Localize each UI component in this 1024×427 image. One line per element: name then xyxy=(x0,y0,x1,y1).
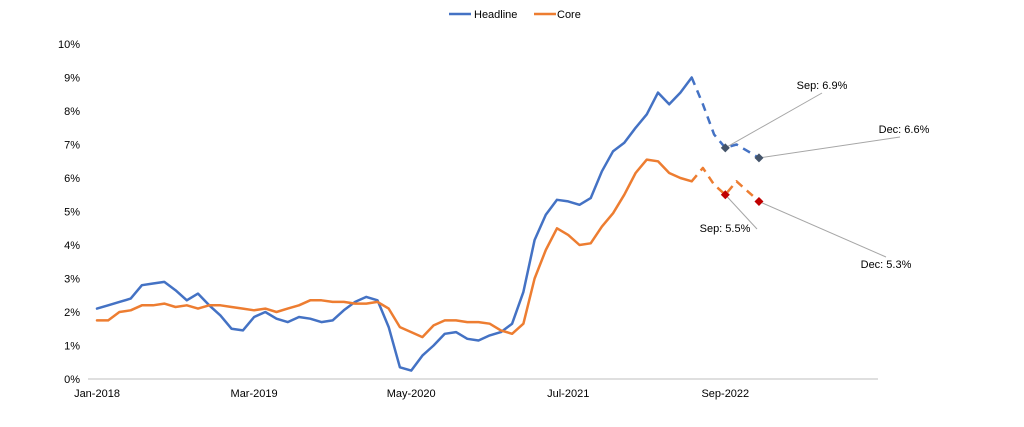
y-tick-label: 1% xyxy=(64,341,80,353)
y-tick-label: 10% xyxy=(58,39,80,51)
y-tick-label: 5% xyxy=(64,207,80,219)
headline-annotation-leader xyxy=(758,136,901,159)
y-tick-label: 0% xyxy=(64,374,80,386)
x-tick-label: Jan-2018 xyxy=(74,388,120,400)
headline-forecast-marker xyxy=(754,153,764,163)
x-tick-label: Jul-2021 xyxy=(547,388,589,400)
x-axis: Jan-2018 Mar-2019 May-2020 Jul-2021 Sep-2022 xyxy=(74,378,878,400)
y-tick-label: 7% xyxy=(64,140,80,152)
y-axis: 0% 1% 2% 3% 4% 5% 6% 7% 8% 9% 10% xyxy=(58,39,80,386)
core-annotation-leader xyxy=(724,194,758,230)
x-tick-label: May-2020 xyxy=(387,388,436,400)
core-legend-label: Core xyxy=(557,9,581,21)
series-layer xyxy=(95,76,760,372)
core-forecast-marker xyxy=(754,196,764,206)
core-forecast-marker xyxy=(720,190,730,200)
y-tick-label: 8% xyxy=(64,106,80,118)
headline-annotation-leader xyxy=(725,92,823,149)
y-tick-label: 3% xyxy=(64,274,80,286)
headline-forecast-marker xyxy=(720,143,730,153)
core-annotation-label: Sep: 5.5% xyxy=(700,223,751,235)
y-tick-label: 9% xyxy=(64,73,80,85)
annotation-layer: Sep: 6.9% Dec: 6.6% Sep: 5.5% Dec: 5.3% xyxy=(700,80,930,271)
x-tick-label: Sep-2022 xyxy=(701,388,749,400)
core-annotation-leader xyxy=(758,200,887,258)
x-tick-label: Mar-2019 xyxy=(231,388,278,400)
core-annotation-label: Dec: 5.3% xyxy=(861,259,912,271)
y-tick-label: 2% xyxy=(64,307,80,319)
y-tick-label: 4% xyxy=(64,240,80,252)
headline-annotation-label: Dec: 6.6% xyxy=(879,124,930,136)
headline-line xyxy=(95,76,693,372)
core-forecast-line xyxy=(690,166,760,203)
headline-legend-label: Headline xyxy=(474,9,517,21)
headline-annotation-label: Sep: 6.9% xyxy=(797,80,848,92)
headline-forecast-line xyxy=(690,77,760,159)
legend: Headline Core xyxy=(449,9,581,21)
core-line xyxy=(95,158,693,339)
y-tick-label: 6% xyxy=(64,173,80,185)
